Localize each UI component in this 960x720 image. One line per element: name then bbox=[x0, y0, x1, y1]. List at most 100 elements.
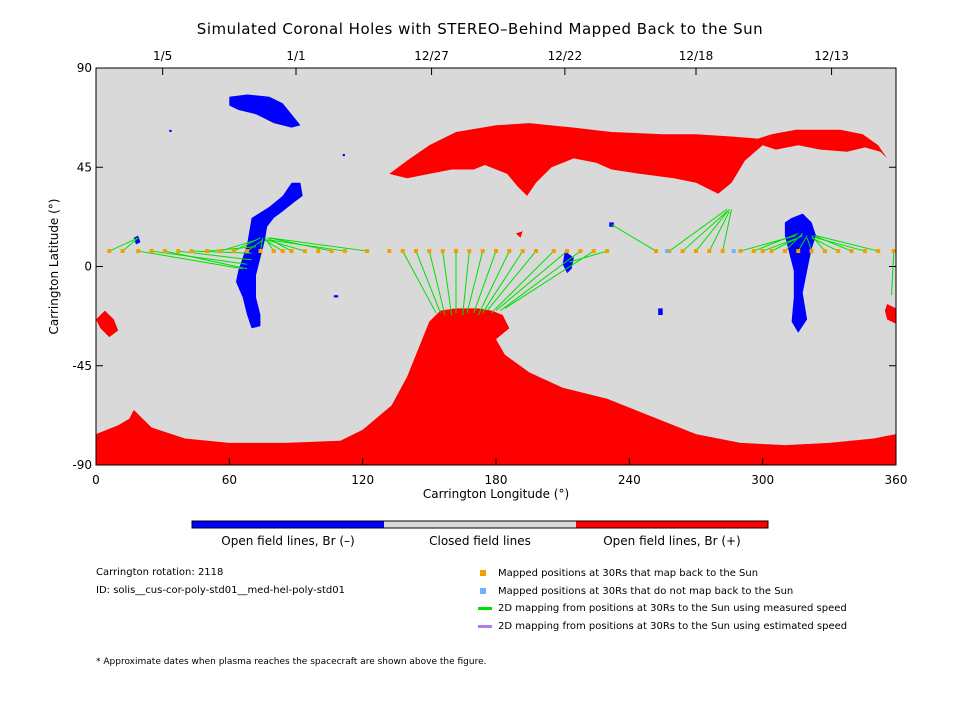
mapped-point bbox=[120, 249, 125, 254]
mapping-line bbox=[482, 250, 524, 314]
legend-label-mapped: Mapped positions at 30Rs that map back t… bbox=[498, 567, 759, 579]
mapped-point bbox=[862, 249, 867, 254]
coronal-hole-negative bbox=[609, 222, 614, 227]
mapped-point bbox=[258, 249, 263, 254]
mapped-point bbox=[189, 249, 194, 254]
mapping-line bbox=[708, 211, 730, 252]
mapped-point bbox=[149, 249, 154, 254]
mapping-line bbox=[504, 250, 595, 309]
y-axis-label: Carrington Latitude (°) bbox=[47, 199, 61, 335]
mapping-line bbox=[500, 250, 581, 312]
mapping-line bbox=[815, 235, 879, 252]
mapping-line bbox=[138, 250, 243, 270]
mapping-line bbox=[477, 250, 510, 316]
mapped-point bbox=[534, 249, 538, 254]
mapped-point bbox=[809, 249, 814, 254]
mapped-point bbox=[414, 249, 418, 254]
mapping-line bbox=[762, 237, 799, 252]
mapped-point bbox=[280, 249, 285, 254]
colorbar-closed bbox=[384, 521, 576, 528]
mapping-line bbox=[813, 235, 852, 252]
x-tick-label: 120 bbox=[351, 473, 374, 487]
mapped-point bbox=[302, 249, 307, 254]
coronal-hole-negative bbox=[229, 94, 301, 128]
mapping-line bbox=[473, 250, 497, 313]
x-tick-label: 300 bbox=[751, 473, 774, 487]
x-tick-label: 240 bbox=[618, 473, 641, 487]
legend-item-mapped: Mapped positions at 30Rs that map back t… bbox=[478, 566, 758, 580]
top-date-label: 12/13 bbox=[814, 49, 849, 63]
mapping-line bbox=[611, 224, 657, 252]
mapped-point bbox=[289, 249, 294, 254]
mapped-point bbox=[245, 249, 250, 254]
mapped-point bbox=[565, 249, 570, 254]
mapped-point bbox=[769, 249, 774, 254]
mapped-point bbox=[329, 249, 334, 254]
mapped-point bbox=[205, 249, 210, 254]
colorbar-label-negative: Open field lines, Br (–) bbox=[221, 534, 355, 548]
footnote-text: * Approximate dates when plasma reaches … bbox=[96, 657, 487, 667]
colorbar-negative bbox=[192, 521, 384, 528]
legend-item-measured: 2D mapping from positions at 30Rs to the… bbox=[478, 601, 847, 615]
legend-label-not-mapped: Mapped positions at 30Rs that do not map… bbox=[498, 585, 794, 597]
mapping-line bbox=[259, 237, 264, 252]
mapping-line bbox=[722, 209, 733, 252]
colorbar-label-closed: Closed field lines bbox=[429, 534, 531, 548]
mapped-point bbox=[720, 249, 725, 254]
model-id-text: ID: solis__cus-cor-poly-std01__med-hel-p… bbox=[96, 585, 345, 596]
top-date-label: 1/1 bbox=[286, 49, 305, 63]
colorbar-positive bbox=[576, 521, 768, 528]
mapping-line bbox=[269, 237, 368, 252]
coronal-hole-negative bbox=[562, 251, 574, 274]
mapping-line bbox=[815, 237, 866, 252]
mapping-line bbox=[246, 239, 263, 252]
mapping-line bbox=[797, 235, 808, 252]
top-date-label: 12/18 bbox=[679, 49, 714, 63]
mapped-point bbox=[667, 249, 672, 254]
legend-label-estimated: 2D mapping from positions at 30Rs to the… bbox=[498, 620, 848, 632]
mapped-point bbox=[891, 249, 896, 254]
mapped-point bbox=[520, 249, 525, 254]
coronal-hole-positive bbox=[516, 231, 523, 238]
legend-item-estimated: 2D mapping from positions at 30Rs to the… bbox=[478, 619, 847, 633]
mapped-point bbox=[876, 249, 881, 254]
mapped-point bbox=[738, 249, 743, 254]
legend-label-measured: 2D mapping from positions at 30Rs to the… bbox=[498, 602, 847, 614]
mapping-line bbox=[695, 208, 730, 252]
mapping-line bbox=[811, 237, 839, 252]
x-tick-label: 360 bbox=[885, 473, 908, 487]
mapping-line bbox=[811, 235, 826, 252]
mapping-line bbox=[220, 239, 257, 252]
mapped-point bbox=[707, 249, 712, 254]
mapped-point bbox=[176, 249, 181, 254]
y-tick-label: 0 bbox=[84, 260, 92, 274]
mapping-line bbox=[428, 250, 446, 316]
mapped-point bbox=[440, 249, 445, 254]
purple-line-icon bbox=[478, 624, 492, 628]
coronal-hole-negative bbox=[236, 182, 303, 329]
mapping-line bbox=[486, 250, 537, 311]
mapped-point bbox=[162, 249, 167, 254]
mapped-point bbox=[760, 249, 765, 254]
mapped-point bbox=[316, 249, 321, 254]
mapping-line bbox=[491, 250, 555, 314]
coronal-hole-negative bbox=[133, 235, 141, 245]
orange-square-icon bbox=[480, 570, 486, 576]
mapped-point bbox=[507, 249, 512, 254]
legend-item-not-mapped: Mapped positions at 30Rs that do not map… bbox=[478, 584, 793, 598]
mapped-point bbox=[796, 249, 801, 254]
mapped-point bbox=[680, 249, 685, 254]
mapped-point bbox=[480, 249, 485, 254]
coronal-hole-positive bbox=[96, 308, 896, 465]
mapped-point bbox=[271, 249, 276, 254]
coronal-holes-group bbox=[96, 94, 896, 465]
coronal-hole-negative bbox=[658, 308, 663, 315]
mapped-point bbox=[387, 249, 392, 254]
mapping-line bbox=[164, 250, 248, 270]
mapping-line bbox=[682, 210, 728, 252]
mapped-point bbox=[751, 249, 756, 254]
mapped-point bbox=[694, 249, 698, 254]
mapped-point bbox=[551, 249, 556, 254]
mapped-point bbox=[591, 249, 596, 254]
